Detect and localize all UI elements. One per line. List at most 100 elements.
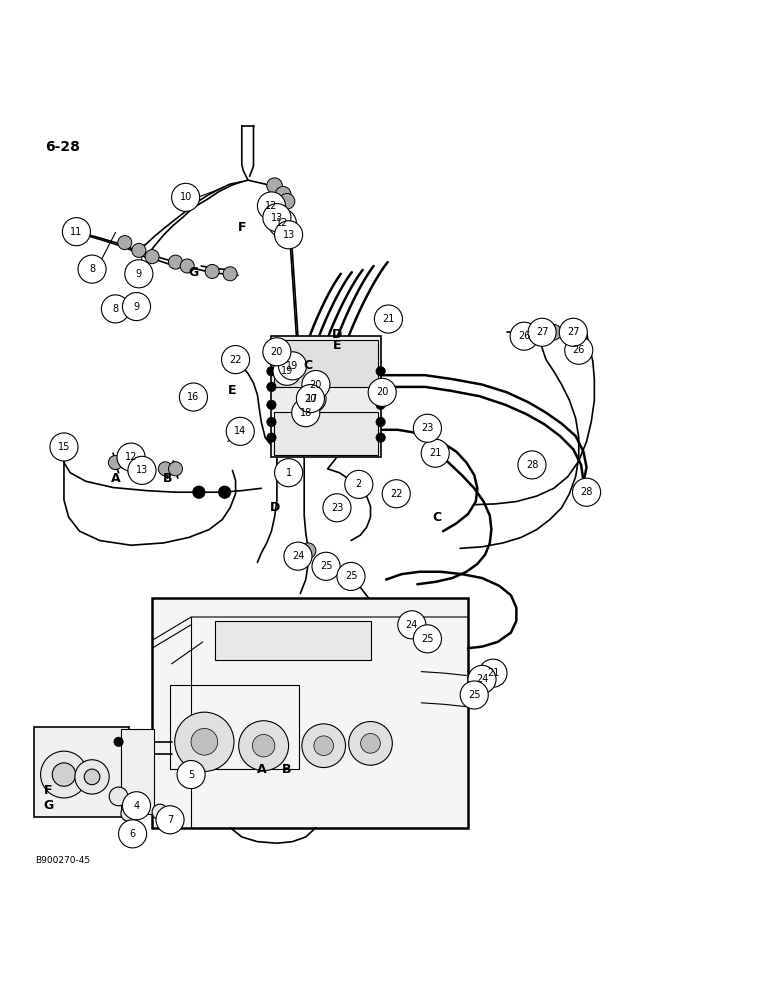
- Text: E: E: [333, 339, 341, 352]
- Circle shape: [156, 806, 184, 834]
- Text: 12: 12: [125, 452, 137, 462]
- Text: 22: 22: [390, 489, 402, 499]
- Circle shape: [374, 305, 402, 333]
- Text: B900270-45: B900270-45: [35, 856, 90, 865]
- Circle shape: [267, 417, 276, 427]
- Text: 27: 27: [567, 327, 580, 337]
- Bar: [274, 340, 378, 387]
- Text: 5: 5: [188, 770, 194, 780]
- Circle shape: [342, 570, 357, 586]
- Text: 8: 8: [112, 304, 119, 314]
- Circle shape: [118, 236, 132, 250]
- Circle shape: [267, 367, 276, 376]
- Circle shape: [275, 459, 303, 487]
- Text: F: F: [44, 784, 52, 797]
- Circle shape: [368, 378, 396, 406]
- Text: 9: 9: [136, 269, 142, 279]
- Circle shape: [109, 787, 128, 806]
- Circle shape: [479, 659, 507, 687]
- Circle shape: [413, 414, 441, 442]
- Text: 8: 8: [89, 264, 95, 274]
- Text: 24: 24: [406, 620, 418, 630]
- Circle shape: [263, 204, 291, 232]
- Text: 28: 28: [526, 460, 538, 470]
- Circle shape: [314, 736, 334, 756]
- Circle shape: [421, 439, 449, 467]
- Text: 20: 20: [310, 380, 322, 390]
- Text: B: B: [163, 472, 172, 485]
- Text: G: G: [43, 799, 54, 812]
- Text: 21: 21: [429, 448, 441, 458]
- Text: 21: 21: [382, 314, 395, 324]
- Text: 26: 26: [518, 331, 530, 341]
- Circle shape: [122, 293, 151, 321]
- Text: 2: 2: [356, 479, 362, 489]
- Circle shape: [172, 183, 200, 211]
- Text: 24: 24: [476, 674, 488, 684]
- Circle shape: [101, 295, 129, 323]
- Circle shape: [275, 221, 303, 249]
- Circle shape: [158, 462, 172, 476]
- Circle shape: [108, 456, 122, 470]
- Circle shape: [528, 318, 556, 346]
- Text: 25: 25: [468, 690, 480, 700]
- Circle shape: [298, 385, 326, 413]
- Circle shape: [58, 439, 70, 452]
- Circle shape: [565, 336, 593, 364]
- Circle shape: [177, 761, 205, 789]
- Circle shape: [376, 417, 385, 427]
- Circle shape: [75, 760, 109, 794]
- Text: 18: 18: [300, 408, 312, 418]
- Circle shape: [296, 385, 324, 413]
- Text: 26: 26: [573, 345, 585, 355]
- Circle shape: [406, 613, 421, 629]
- Circle shape: [50, 433, 78, 461]
- Circle shape: [122, 792, 151, 820]
- Circle shape: [273, 357, 301, 385]
- Circle shape: [205, 264, 219, 278]
- Circle shape: [337, 562, 365, 590]
- Text: 19: 19: [286, 361, 299, 371]
- Circle shape: [218, 486, 231, 498]
- Circle shape: [559, 318, 587, 346]
- Circle shape: [230, 352, 246, 367]
- Circle shape: [518, 451, 546, 479]
- Circle shape: [510, 322, 538, 350]
- Text: 20: 20: [271, 347, 283, 357]
- Circle shape: [279, 193, 295, 209]
- Circle shape: [268, 209, 296, 237]
- Text: 23: 23: [331, 503, 343, 513]
- FancyBboxPatch shape: [152, 597, 468, 828]
- Circle shape: [78, 255, 106, 283]
- Circle shape: [516, 325, 532, 340]
- Circle shape: [573, 478, 601, 506]
- Circle shape: [278, 352, 307, 380]
- Circle shape: [300, 543, 316, 558]
- Circle shape: [168, 255, 183, 269]
- Text: 10: 10: [179, 192, 192, 202]
- Bar: [121, 729, 154, 814]
- Text: 11: 11: [70, 227, 83, 237]
- Text: A: A: [111, 472, 120, 485]
- Circle shape: [460, 681, 488, 709]
- Circle shape: [52, 763, 76, 786]
- Circle shape: [117, 443, 145, 471]
- Circle shape: [474, 668, 490, 683]
- Circle shape: [267, 382, 276, 392]
- Circle shape: [468, 665, 496, 693]
- Text: 21: 21: [487, 668, 499, 678]
- Circle shape: [41, 751, 87, 798]
- Text: 23: 23: [421, 423, 434, 433]
- Circle shape: [145, 250, 159, 264]
- Circle shape: [223, 267, 237, 281]
- Circle shape: [179, 383, 207, 411]
- Text: A: A: [257, 763, 266, 776]
- Text: C: C: [432, 511, 441, 524]
- Text: F: F: [238, 221, 246, 234]
- Circle shape: [546, 325, 562, 340]
- Text: 27: 27: [536, 327, 548, 337]
- Circle shape: [267, 400, 276, 410]
- Circle shape: [349, 722, 392, 765]
- Text: 13: 13: [271, 213, 283, 223]
- Text: 28: 28: [580, 487, 593, 497]
